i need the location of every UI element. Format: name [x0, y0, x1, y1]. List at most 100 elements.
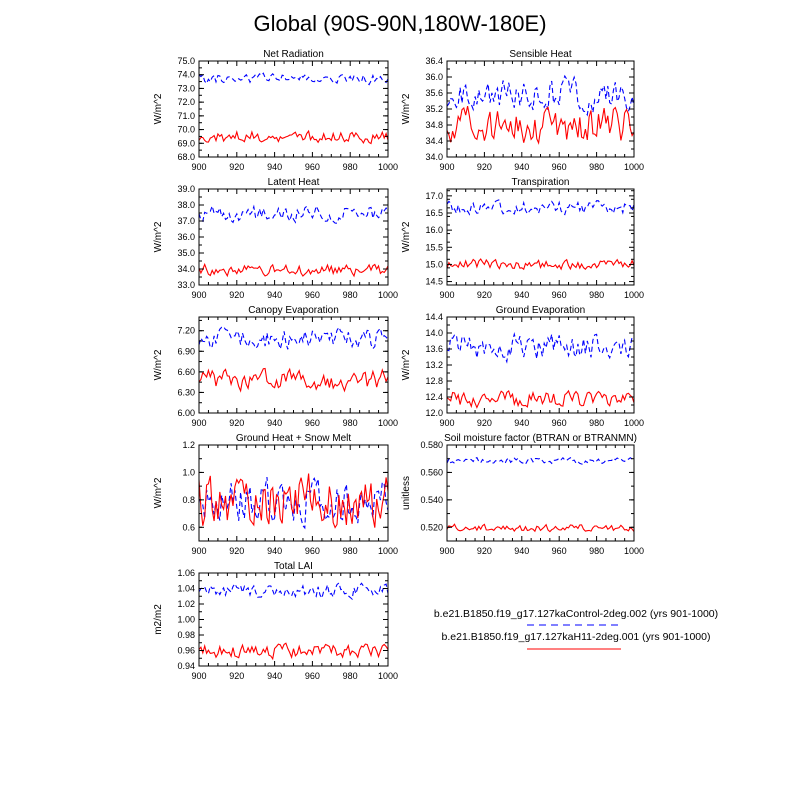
panel-1-frame — [446, 60, 635, 158]
panel-8-series — [199, 582, 388, 661]
panel-5-frame — [446, 316, 635, 414]
panel-2-ytick-label: 39.0 — [177, 184, 195, 194]
panel-6-xtick-label: 1000 — [378, 546, 398, 556]
panel-7-ytick-label: 0.580 — [420, 440, 443, 450]
legend: b.e21.B1850.f19_g17.127kaControl-2deg.00… — [434, 608, 718, 650]
panel-6-frame — [198, 444, 389, 542]
panel-8-ytick-label: 0.94 — [177, 661, 195, 671]
panel-5-series-1 — [447, 389, 634, 409]
panel-4-series-1 — [199, 367, 388, 393]
panel-3-series — [447, 199, 634, 271]
panel-8-xtick-label: 920 — [229, 671, 244, 681]
panel-0-ytick-label: 70.0 — [177, 125, 195, 135]
panel-2-series-0 — [199, 204, 388, 224]
panel-7-title: Soil moisture factor (BTRAN or BTRANMN) — [444, 433, 637, 444]
panel-0-ylabel: W/m^2 — [153, 93, 164, 124]
panel-6-xtick-label: 900 — [191, 546, 206, 556]
panel-4-ylabel: W/m^2 — [153, 349, 164, 380]
panel-5-ylabel: W/m^2 — [401, 349, 412, 380]
panel-3: Transpiration 900 920 940 960 980 1000 14.5 15.0… — [401, 177, 644, 300]
panel-3-series-0 — [447, 199, 634, 216]
panel-1-title: Sensible Heat — [509, 49, 571, 60]
panel-1-xtick-label: 980 — [589, 162, 604, 172]
panel-6-ytick-label: 0.6 — [182, 522, 195, 532]
panel-6: Ground Heat + Snow Melt 900 920 940 960 980 10… — [153, 433, 398, 556]
panel-3-ytick-label: 16.0 — [425, 225, 443, 235]
panel-1-xtick-label: 920 — [477, 162, 492, 172]
panel-1: Sensible Heat 900 920 940 960 980 1000 34.0 34.4… — [401, 49, 644, 172]
panel-2-ytick-label: 37.0 — [177, 216, 195, 226]
panel-3-xtick-label: 940 — [514, 290, 529, 300]
panel-2: Latent Heat 900 920 940 960 980 1000 33.0 34.0 35… — [153, 177, 398, 300]
panel-3-ytick-label: 16.5 — [425, 208, 443, 218]
panel-2-ytick-label: 38.0 — [177, 200, 195, 210]
panel-8-xtick-label: 1000 — [378, 671, 398, 681]
panel-3-frame — [446, 188, 635, 286]
panel-8-series-0 — [199, 582, 388, 601]
panel-6-xtick-label: 920 — [229, 546, 244, 556]
panel-2-xtick-label: 1000 — [378, 290, 398, 300]
panel-6-xtick-label: 960 — [305, 546, 320, 556]
panel-1-ytick-label: 34.0 — [425, 152, 443, 162]
panel-8-xtick-label: 960 — [305, 671, 320, 681]
panel-7-xtick-label: 940 — [514, 546, 529, 556]
panel-2-series — [199, 204, 388, 278]
panel-5-ytick-label: 12.8 — [425, 376, 443, 386]
panel-3-ylabel: W/m^2 — [401, 221, 412, 252]
panel-8-ytick-label: 1.02 — [177, 599, 195, 609]
panel-4-ytick-label: 6.60 — [177, 367, 195, 377]
panel-1-ytick-label: 36.0 — [425, 72, 443, 82]
panel-7: Soil moisture factor (BTRAN or BTRANMN) 9… — [401, 433, 644, 556]
panel-8-ytick-label: 1.04 — [177, 584, 195, 594]
panel-8-ytick-label: 0.96 — [177, 646, 195, 656]
panel-5-title: Ground Evaporation — [496, 305, 586, 316]
panel-0-ytick-label: 72.0 — [177, 97, 195, 107]
panel-1-series-0 — [447, 74, 634, 117]
panel-5-ytick-label: 13.2 — [425, 360, 443, 370]
panel-6-series — [199, 473, 388, 530]
panel-4-xtick-label: 1000 — [378, 418, 398, 428]
panel-2-ytick-label: 35.0 — [177, 248, 195, 258]
panel-2-xtick-label: 920 — [229, 290, 244, 300]
panel-1-xtick-label: 940 — [514, 162, 529, 172]
panel-3-xtick-label: 980 — [589, 290, 604, 300]
panel-1-xtick-label: 1000 — [624, 162, 644, 172]
panel-0-xtick-label: 980 — [343, 162, 358, 172]
panel-4-xtick-label: 940 — [267, 418, 282, 428]
panel-2-ytick-label: 33.0 — [177, 280, 195, 290]
panel-0-xtick-label: 940 — [267, 162, 282, 172]
panel-0-xtick-label: 1000 — [378, 162, 398, 172]
panel-5-ytick-label: 14.0 — [425, 328, 443, 338]
panel-7-xtick-label: 980 — [589, 546, 604, 556]
panel-8-xtick-label: 900 — [191, 671, 206, 681]
panel-4-frame — [198, 316, 389, 414]
panel-0-ytick-label: 74.0 — [177, 70, 195, 80]
panel-7-xtick-label: 960 — [552, 546, 567, 556]
panel-0-series-0 — [199, 72, 388, 86]
panel-1-series — [447, 74, 634, 145]
panel-7-xtick-label: 1000 — [624, 546, 644, 556]
panel-5-series-0 — [447, 332, 634, 364]
legend-label-h11: b.e21.B1850.f19_g17.127kaH11-2deg.001 (y… — [442, 631, 711, 643]
panel-3-xtick-label: 960 — [552, 290, 567, 300]
panel-2-ylabel: W/m^2 — [153, 221, 164, 252]
panel-3-xtick-label: 900 — [439, 290, 454, 300]
panel-2-ytick-label: 34.0 — [177, 264, 195, 274]
panel-5-ytick-label: 12.0 — [425, 408, 443, 418]
panel-3-xtick-label: 1000 — [624, 290, 644, 300]
panel-8-xtick-label: 980 — [343, 671, 358, 681]
panel-2-title: Latent Heat — [268, 177, 320, 188]
panel-3-series-1 — [447, 258, 634, 271]
panel-7-ytick-label: 0.560 — [420, 467, 443, 477]
panel-0: Net Radiation 900 920 940 960 980 1000 68.0 69.0… — [153, 49, 398, 172]
panel-8-ylabel: m2/m2 — [153, 604, 164, 635]
panel-7-xtick-label: 920 — [477, 546, 492, 556]
panel-5-ytick-label: 12.4 — [425, 392, 443, 402]
panel-0-series — [199, 72, 388, 145]
panel-3-ytick-label: 15.5 — [425, 242, 443, 252]
panel-1-ylabel: W/m^2 — [401, 93, 412, 124]
panel-6-title: Ground Heat + Snow Melt — [236, 433, 352, 444]
panel-8: Total LAI 900 920 940 960 980 1000 0.94 0.96 0.98… — [153, 561, 398, 681]
panel-1-xtick-label: 960 — [552, 162, 567, 172]
